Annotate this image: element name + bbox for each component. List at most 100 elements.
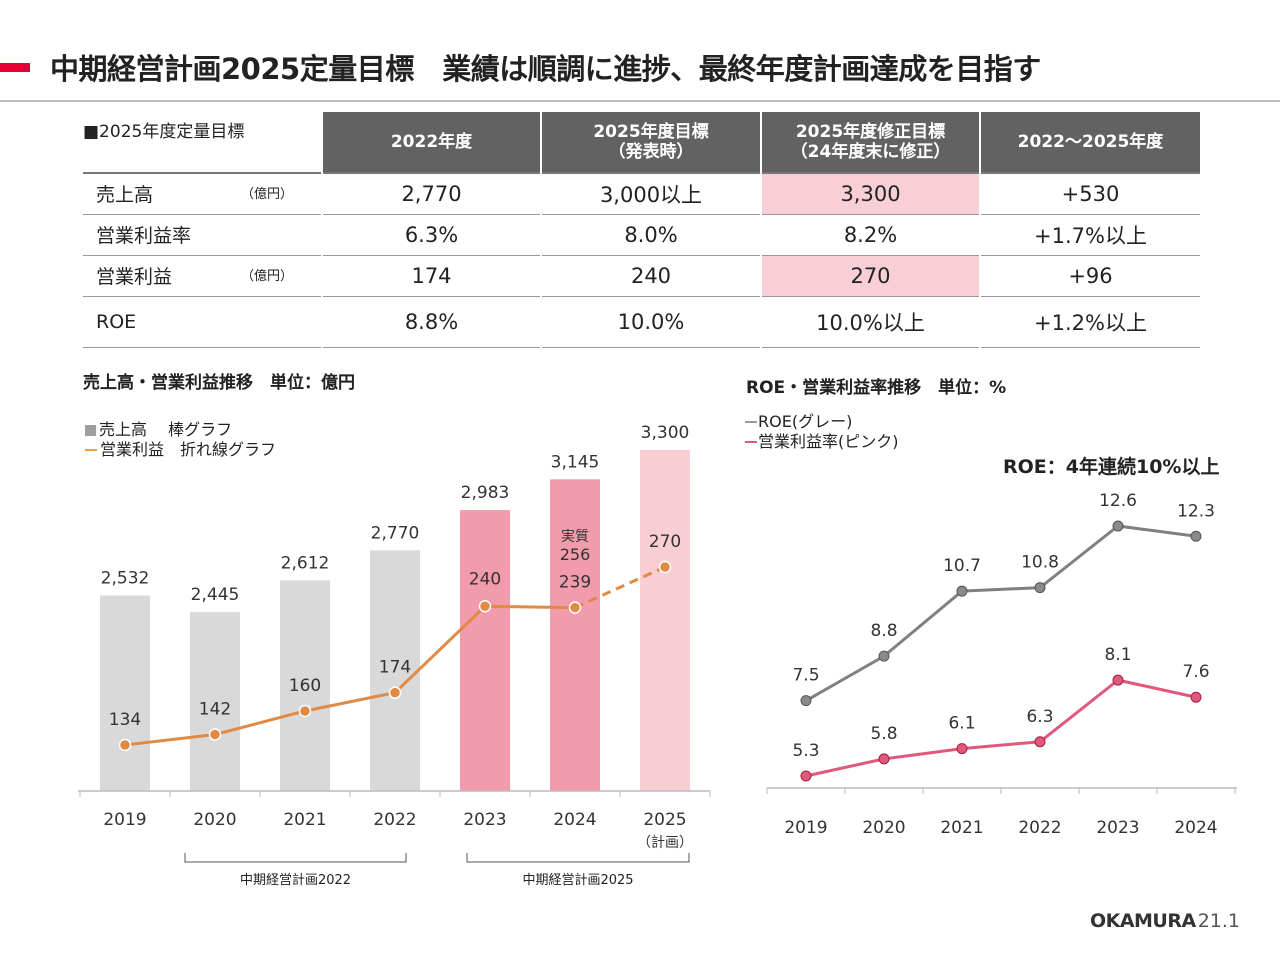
row-unit: （億円） — [241, 268, 294, 284]
table-row: 営業利益率 6.3% 8.0% 8.2% +1.7%以上 — [83, 214, 1200, 256]
table-row: ROE 8.8% 10.0% 10.0%以上 +1.2%以上 — [83, 296, 1200, 348]
right-value-label: 7.5 — [792, 666, 819, 686]
legend-bar-label: 売上高 棒グラフ — [99, 420, 233, 439]
x-tick-label: 2022 — [373, 810, 416, 830]
roe-point — [800, 695, 812, 707]
plan-note: （計画） — [637, 835, 693, 851]
table-cell: 6.3% — [321, 214, 541, 256]
line-value-label: 134 — [109, 710, 141, 730]
roe-point — [1112, 520, 1124, 532]
table-cell: 240 — [540, 255, 761, 297]
jissitsu-label: 実質 — [561, 529, 589, 545]
table-row: 売上高 （億円） 2,770 3,000以上 3,300 +530 — [83, 172, 1200, 215]
roe-point — [878, 650, 890, 662]
line-value-label: 142 — [199, 700, 231, 720]
roe-callout: ROE：4年連続10%以上 — [1003, 456, 1220, 478]
right-x-tick-label: 2022 — [1018, 818, 1061, 838]
right-value-label: 6.3 — [1026, 707, 1053, 727]
sales-bar — [640, 450, 690, 791]
row-unit: （億円） — [241, 187, 294, 202]
sales-bar — [550, 479, 600, 791]
right-value-label: 6.1 — [948, 714, 975, 734]
table-row: 営業利益 （億円） 174 240 270 +96 — [83, 255, 1200, 297]
page-title: 中期経営計画2025定量目標 業績は順調に進捗、最終年度計画達成を目指す — [50, 52, 1041, 86]
table-cell: 8.8% — [321, 296, 541, 348]
table-corner-label: ■2025年度定量目標 — [83, 112, 322, 173]
sales-bar — [100, 595, 150, 791]
operating-profit-point — [478, 600, 492, 613]
row-label: 営業利益率 — [83, 214, 322, 256]
roe-line — [805, 524, 1197, 702]
row-label: 営業利益 （億円） — [83, 255, 322, 297]
bar-value-label: 2,983 — [461, 483, 510, 503]
right-x-tick-label: 2019 — [784, 818, 827, 838]
legend-line-label: 営業利益 折れ線グラフ — [100, 440, 277, 459]
operating-profit-point — [568, 601, 582, 614]
roe-point — [956, 585, 968, 597]
sales-bar — [370, 550, 420, 791]
op-margin-point — [800, 770, 812, 782]
right-chart-legend: ROE(グレー) 営業利益率(ピンク) — [745, 412, 899, 452]
operating-profit-point — [118, 738, 132, 752]
table-cell: +1.2%以上 — [979, 296, 1200, 348]
x-tick-label: 2020 — [193, 810, 236, 830]
line-value-label: 240 — [469, 569, 501, 589]
line-value-label: 270 — [649, 532, 681, 552]
right-value-label: 8.8 — [870, 621, 897, 641]
bar-value-label: 3,300 — [641, 423, 690, 443]
bracket-midterm-2025 — [466, 853, 690, 863]
table-cell: 10.0% — [540, 296, 761, 348]
title-divider — [0, 100, 1280, 102]
line-value-label: 160 — [289, 676, 321, 696]
right-x-tick-label: 2023 — [1096, 818, 1139, 838]
brand: OKAMURA 21.1 — [1090, 910, 1240, 932]
bar-swatch-icon — [85, 424, 96, 436]
table-cell: +1.7%以上 — [979, 214, 1200, 256]
table-cell-highlight: 3,300 — [760, 172, 980, 215]
sales-bar — [460, 510, 510, 791]
table-cell: 174 — [321, 255, 541, 297]
doc-version: 21.1 — [1197, 910, 1240, 932]
op-margin-point — [956, 743, 968, 755]
op-margin-line — [805, 678, 1197, 778]
table-cell-highlight: 270 — [760, 255, 980, 297]
line-value-label: 239 — [559, 573, 591, 593]
operating-profit-point — [208, 728, 222, 741]
table-cell: 8.2% — [760, 214, 980, 256]
bar-value-label: 2,532 — [101, 568, 150, 588]
table-cell: 8.0% — [540, 214, 761, 256]
table-header-delta: 2022～2025年度 — [979, 112, 1200, 173]
left-chart-legend: 売上高 棒グラフ 営業利益 折れ線グラフ — [85, 420, 276, 460]
line-value-label: 174 — [379, 658, 411, 678]
right-value-label: 5.8 — [870, 724, 897, 744]
table-header-2022: 2022年度 — [321, 112, 541, 173]
operating-profit-line — [124, 604, 576, 747]
op-margin-point — [878, 753, 890, 765]
table-cell: +96 — [979, 255, 1200, 297]
table-cell: 3,000以上 — [540, 172, 761, 215]
table-cell: 10.0%以上 — [760, 296, 980, 348]
right-x-tick-label: 2020 — [862, 818, 905, 838]
right-chart-title: ROE・営業利益率推移 単位：% — [746, 378, 1007, 398]
right-x-tick-label: 2021 — [940, 818, 983, 838]
right-value-label: 8.1 — [1104, 645, 1131, 665]
x-tick-label: 2021 — [283, 810, 326, 830]
bracket-midterm-2025-label: 中期経営計画2025 — [522, 872, 633, 888]
x-tick-label: 2025 — [643, 810, 686, 830]
roe-point — [1034, 582, 1046, 594]
op-margin-point — [1190, 691, 1202, 703]
bar-value-label: 2,612 — [281, 553, 330, 573]
sales-bar — [190, 611, 240, 791]
bar-value-label: 2,445 — [191, 585, 240, 605]
bar-value-label: 2,770 — [371, 523, 420, 543]
op-margin-point — [1034, 736, 1046, 748]
operating-profit-point — [388, 686, 402, 699]
bracket-midterm-2022 — [184, 853, 407, 863]
bracket-midterm-2022-label: 中期経営計画2022 — [240, 872, 351, 888]
targets-table: ■2025年度定量目標 2022年度 2025年度目標 （発表時） 2025年度修… — [83, 112, 1200, 348]
table-cell: +530 — [979, 172, 1200, 215]
table-header-2025-target: 2025年度目標 （発表時） — [540, 112, 761, 173]
row-label: ROE — [83, 296, 322, 348]
roe-point — [1190, 530, 1202, 542]
operating-profit-plan-line — [574, 565, 666, 609]
